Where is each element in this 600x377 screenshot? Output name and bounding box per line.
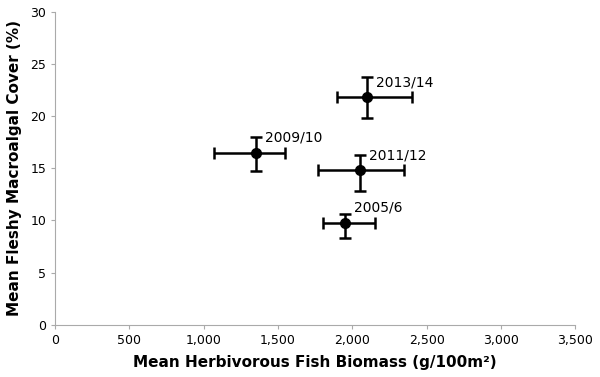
Text: 2013/14: 2013/14 xyxy=(376,75,433,89)
Text: 2005/6: 2005/6 xyxy=(354,200,402,214)
Text: 2011/12: 2011/12 xyxy=(368,148,426,162)
Y-axis label: Mean Fleshy Macroalgal Cover (%): Mean Fleshy Macroalgal Cover (%) xyxy=(7,20,22,316)
X-axis label: Mean Herbivorous Fish Biomass (g/100m²): Mean Herbivorous Fish Biomass (g/100m²) xyxy=(133,355,497,370)
Text: 2009/10: 2009/10 xyxy=(265,130,322,144)
